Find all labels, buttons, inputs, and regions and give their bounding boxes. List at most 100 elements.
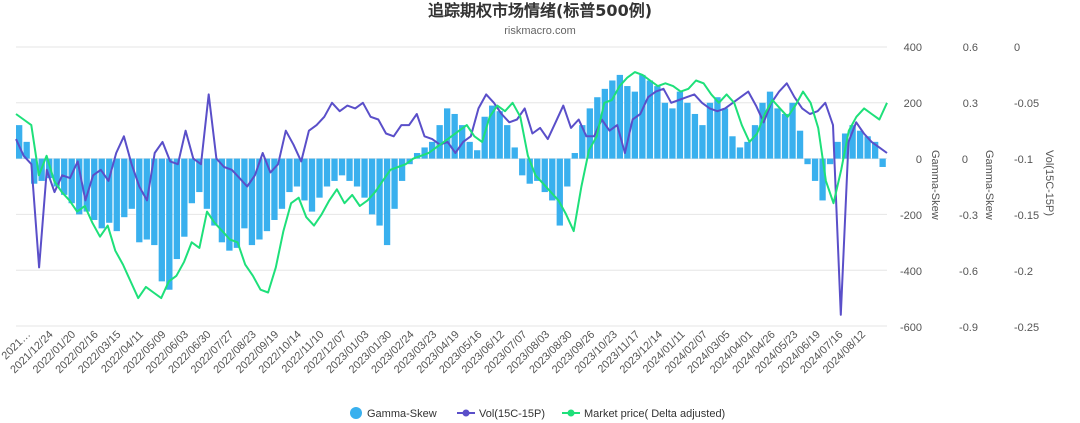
gamma-skew-bar [68, 158, 75, 204]
left-tick: -400 [900, 266, 922, 278]
left-tick: 200 [904, 98, 922, 110]
gamma-skew-bar [654, 86, 661, 159]
gamma-skew-bar [226, 158, 233, 251]
gamma-skew-bar [346, 158, 353, 181]
gamma-skew-bar [639, 74, 646, 159]
right2-tick: -0.2 [1014, 266, 1033, 278]
gamma-skew-bar [91, 158, 98, 220]
gamma-skew-bar [443, 108, 451, 159]
gamma-skew-bar [534, 158, 541, 181]
left-tick: -200 [900, 210, 922, 222]
gamma-skew-bar [451, 113, 458, 159]
gamma-skew-bar [879, 158, 886, 167]
legend-label: Gamma-Skew [367, 408, 437, 420]
right1-tick: 0.6 [963, 42, 978, 54]
left-tick: -600 [900, 322, 922, 334]
right2-tick: 0 [1014, 42, 1020, 54]
gamma-skew-bar [744, 141, 751, 159]
gamma-skew-bar [774, 108, 781, 159]
right1-tick: -0.3 [959, 210, 978, 222]
right1-tick: 0.3 [963, 98, 978, 110]
legend-item-gamma-skew[interactable]: Gamma-Skew [350, 407, 437, 420]
gamma-skew-bar [256, 158, 263, 240]
gamma-skew-bar [571, 153, 578, 159]
gamma-skew-bar [811, 158, 819, 181]
gamma-skew-bar [834, 141, 841, 159]
legend-label: Market price( Delta adjusted) [584, 408, 725, 420]
gamma-skew-bar [691, 113, 699, 159]
gamma-skew-bar [864, 136, 871, 159]
gamma-skew-bar [53, 158, 60, 187]
gamma-skew-bar [714, 97, 721, 159]
gamma-skew-bar [564, 158, 571, 187]
gamma-skew-bar [398, 158, 406, 181]
gamma-skew-bar [421, 147, 428, 159]
gamma-skew-bar [361, 158, 368, 198]
gamma-skew-bar [83, 158, 90, 212]
gamma-skew-bar [16, 125, 23, 159]
left-axis-ticks: 400 200 0 -200 -400 -600 [900, 42, 922, 334]
right2-axis-ticks: 0 -0.05 -0.1 -0.15 -0.2 -0.25 [1014, 42, 1039, 334]
right2-tick: -0.1 [1014, 154, 1033, 166]
gamma-skew-bar [368, 158, 376, 215]
chart-title: 追踪期权市场情绪(标普500例) [428, 1, 652, 20]
gamma-skew-bar [353, 158, 361, 187]
gamma-skew-bar [804, 158, 811, 165]
right1-tick: -0.9 [959, 322, 978, 334]
legend-item-vol[interactable]: Vol(15C-15P) [457, 408, 545, 420]
legend-swatch-vol-dot [462, 409, 470, 417]
right1-axis-title: Gamma-Skew [983, 150, 995, 220]
gamma-skew-bar [631, 91, 639, 159]
gamma-skew-bars [16, 74, 886, 290]
gamma-skew-bar [796, 130, 804, 159]
right2-tick: -0.25 [1014, 322, 1039, 334]
gamma-skew-bar [233, 158, 241, 248]
gamma-skew-bar [706, 102, 714, 159]
gamma-skew-bar [489, 105, 496, 159]
gamma-skew-bar [609, 80, 616, 159]
gamma-skew-bar [331, 158, 338, 181]
gamma-skew-bar [504, 125, 511, 159]
legend-swatch-market-dot [567, 409, 575, 417]
gamma-skew-bar [474, 150, 481, 159]
gamma-skew-bar [263, 158, 271, 232]
gamma-skew-bar [286, 158, 293, 193]
legend[interactable]: Gamma-Skew Vol(15C-15P) Market price( De… [350, 407, 725, 420]
gamma-skew-bar [721, 108, 729, 159]
gamma-skew-bar [98, 158, 105, 229]
gamma-skew-bar [196, 158, 203, 193]
gamma-skew-bar [413, 153, 421, 159]
gamma-skew-bar [511, 147, 518, 159]
gamma-skew-bar [241, 158, 248, 229]
series-line-vol-15c-15p- [15, 82, 888, 316]
gamma-skew-bar [278, 158, 286, 209]
gamma-skew-bar [151, 158, 158, 246]
gamma-skew-bar [338, 158, 346, 176]
gamma-skew-bar [218, 158, 226, 243]
gamma-skew-bar [856, 130, 864, 159]
gamma-skew-bar [248, 158, 256, 246]
gamma-skew-bar [729, 136, 736, 159]
gamma-skew-bar [323, 158, 331, 187]
legend-swatch-gamma-skew [350, 407, 362, 419]
gamma-skew-bar [526, 158, 533, 184]
right2-tick: -0.05 [1014, 98, 1039, 110]
gamma-skew-bar [121, 158, 128, 218]
gamma-skew-bar [391, 158, 398, 209]
gamma-skew-bar [301, 158, 308, 201]
right1-tick: -0.6 [959, 266, 978, 278]
gamma-skew-bar [549, 158, 556, 201]
gamma-skew-bar [136, 158, 143, 243]
legend-item-market-price[interactable]: Market price( Delta adjusted) [562, 408, 725, 420]
gamma-skew-bar [661, 102, 669, 159]
left-tick: 0 [916, 154, 922, 166]
gamma-skew-bar [646, 80, 654, 159]
gamma-skew-bar [781, 113, 789, 159]
gamma-skew-bar [23, 141, 30, 159]
gamma-skew-bar [113, 158, 120, 232]
chart-subtitle: riskmacro.com [504, 25, 576, 37]
gamma-skew-bar [624, 86, 631, 159]
left-axis-title: Gamma-Skew [929, 150, 941, 220]
gamma-skew-bar [751, 125, 759, 159]
